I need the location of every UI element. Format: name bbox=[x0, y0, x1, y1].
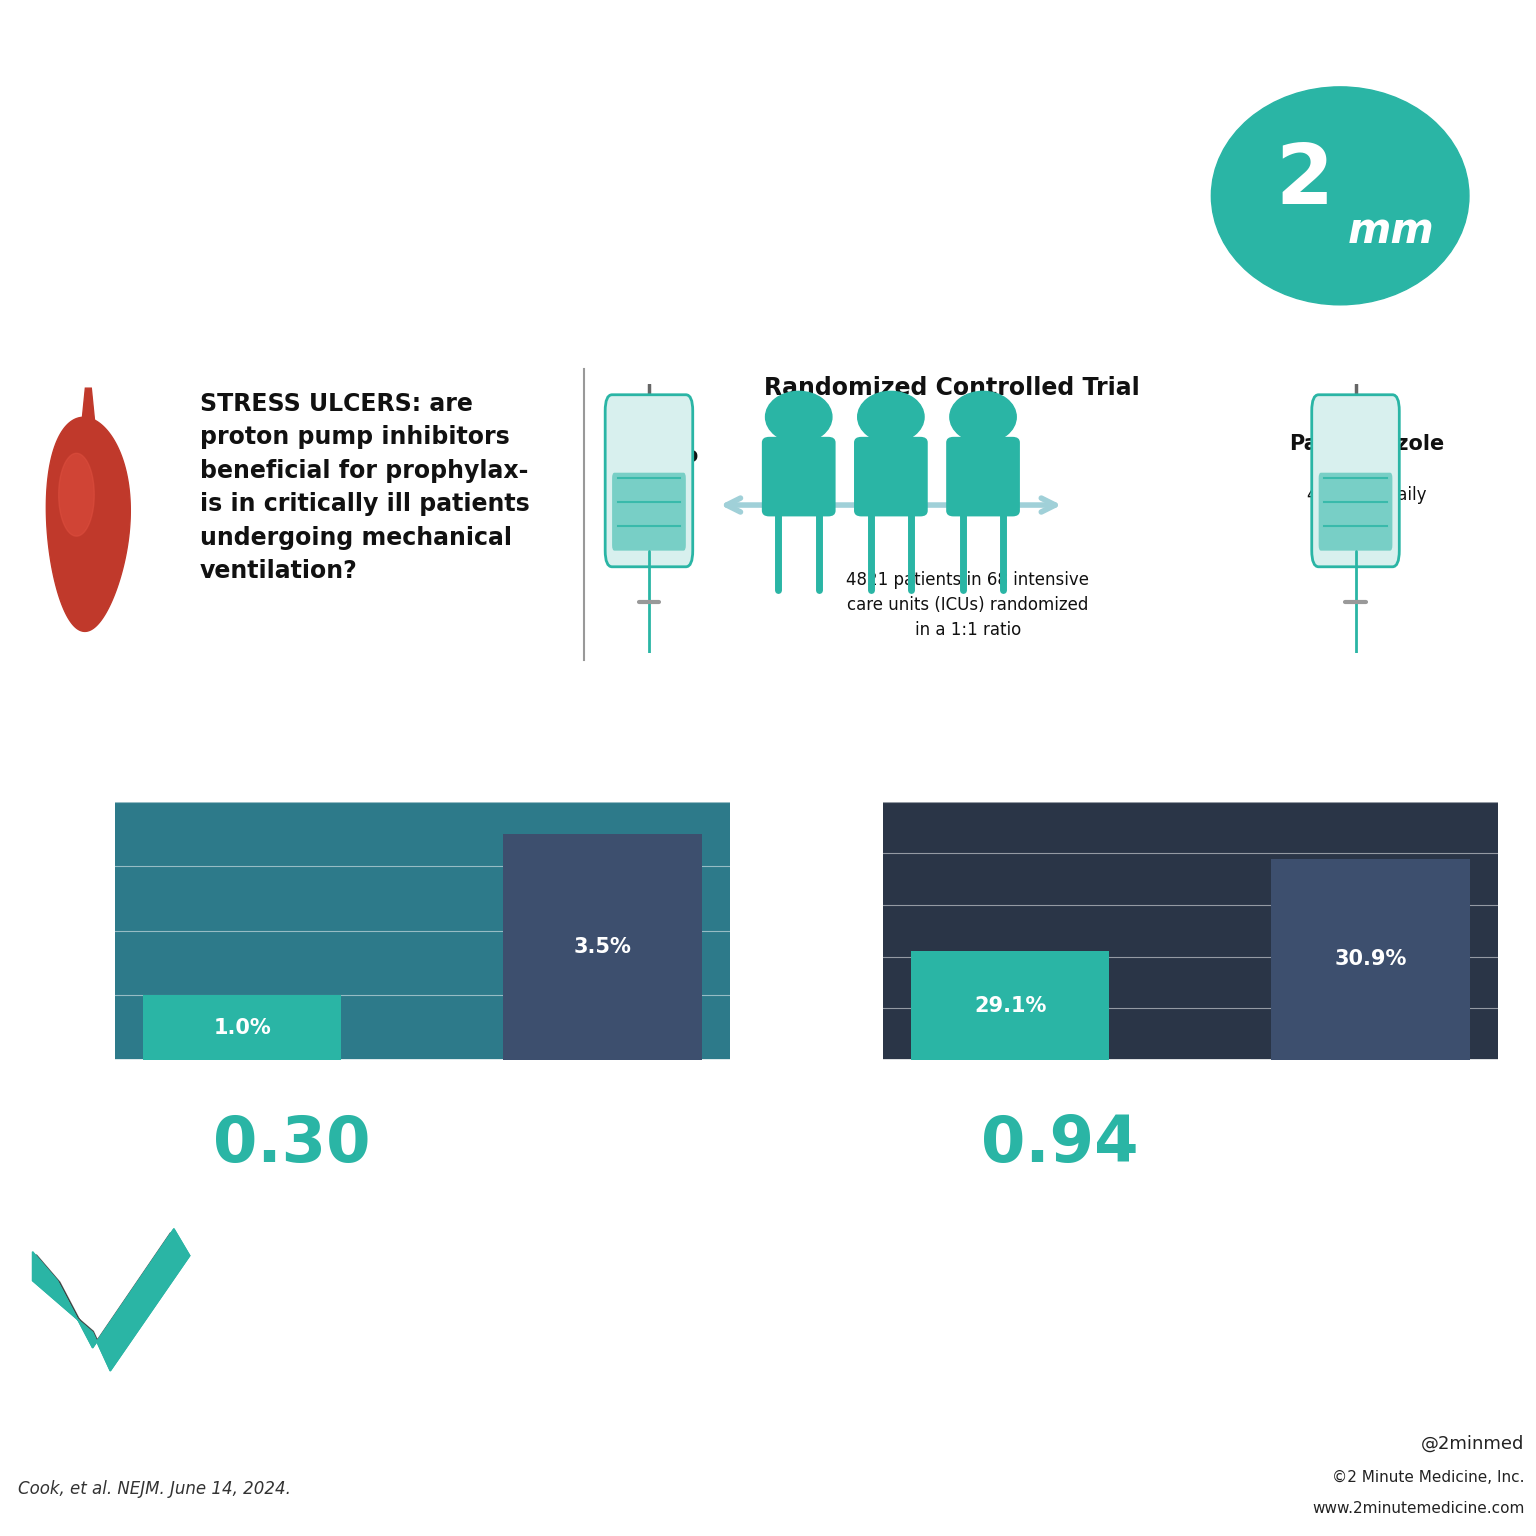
Circle shape bbox=[1212, 88, 1468, 304]
Bar bbox=[504, 834, 702, 1060]
Text: Pantoprazole significantly reduces the risk of developing a clini-
cally importa: Pantoprazole significantly reduces the r… bbox=[223, 1258, 1221, 1361]
Text: Randomized Controlled Trial: Randomized Controlled Trial bbox=[765, 376, 1140, 399]
Text: TM: TM bbox=[1452, 104, 1468, 115]
FancyBboxPatch shape bbox=[854, 436, 928, 516]
Circle shape bbox=[1203, 80, 1478, 312]
Bar bbox=[1272, 859, 1470, 1536]
Text: Upper GI bleed at 90 days: Upper GI bleed at 90 days bbox=[257, 751, 511, 770]
Text: mm: mm bbox=[1347, 210, 1435, 252]
Text: p < 0.001: p < 0.001 bbox=[461, 1160, 550, 1178]
FancyBboxPatch shape bbox=[605, 395, 693, 567]
Polygon shape bbox=[46, 418, 131, 631]
Text: p = 0.25: p = 0.25 bbox=[1229, 1160, 1307, 1178]
Bar bbox=[911, 951, 1109, 1536]
Text: 40 mg IV daily: 40 mg IV daily bbox=[1307, 487, 1427, 504]
Text: 3.5%: 3.5% bbox=[573, 937, 631, 957]
Text: Stress Ulcer Prophylaxis Lowers Risk of
Gastrointestinal (GI) Bleed during Inva-: Stress Ulcer Prophylaxis Lowers Risk of … bbox=[38, 101, 1155, 280]
Text: @2minmed: @2minmed bbox=[1421, 1435, 1524, 1453]
Text: 30.9%: 30.9% bbox=[1335, 949, 1407, 969]
Text: Death from any cause at 90 days: Death from any cause at 90 days bbox=[989, 751, 1315, 770]
Text: 1.0%: 1.0% bbox=[214, 1017, 270, 1038]
Circle shape bbox=[857, 392, 925, 442]
Text: PRIMARY OUTCOMES: PRIMARY OUTCOMES bbox=[221, 691, 547, 719]
Polygon shape bbox=[81, 389, 95, 430]
Text: Cook, et al. NEJM. June 14, 2024.: Cook, et al. NEJM. June 14, 2024. bbox=[18, 1481, 292, 1498]
Text: Hazard Ratio: Hazard Ratio bbox=[822, 1132, 1014, 1157]
Bar bbox=[143, 995, 341, 1060]
Text: www.2minutemedicine.com: www.2minutemedicine.com bbox=[1312, 1502, 1524, 1516]
Circle shape bbox=[765, 392, 833, 442]
FancyBboxPatch shape bbox=[611, 473, 685, 551]
Polygon shape bbox=[58, 453, 94, 536]
Text: Pantoprazole: Pantoprazole bbox=[1289, 433, 1445, 453]
Text: 0.94: 0.94 bbox=[982, 1114, 1138, 1175]
Text: 29.1%: 29.1% bbox=[974, 995, 1046, 1015]
Text: 4821 patients in 68 intensive
care units (ICUs) randomized
in a 1:1 ratio: 4821 patients in 68 intensive care units… bbox=[846, 571, 1089, 639]
Text: 95% CI, 0.19-0.47: 95% CI, 0.19-0.47 bbox=[461, 1117, 622, 1135]
Circle shape bbox=[949, 392, 1017, 442]
Y-axis label: Percentage of patients (%): Percentage of patients (%) bbox=[805, 828, 820, 1034]
Polygon shape bbox=[32, 1229, 190, 1370]
Polygon shape bbox=[32, 1229, 190, 1370]
Text: 2: 2 bbox=[1275, 140, 1333, 221]
FancyBboxPatch shape bbox=[1312, 395, 1399, 567]
Text: SAFETY: SAFETY bbox=[1092, 691, 1212, 719]
Y-axis label: Percentage of patients (%): Percentage of patients (%) bbox=[48, 828, 63, 1034]
Text: STRESS ULCERS: are
proton pump inhibitors
beneficial for prophylax-
is in critic: STRESS ULCERS: are proton pump inhibitor… bbox=[200, 392, 530, 584]
FancyBboxPatch shape bbox=[1318, 473, 1392, 551]
FancyBboxPatch shape bbox=[762, 436, 836, 516]
Text: Hazard Ratio: Hazard Ratio bbox=[54, 1132, 246, 1157]
Text: 95% CI, 0.85-1.04: 95% CI, 0.85-1.04 bbox=[1229, 1117, 1390, 1135]
Text: ©2 Minute Medicine, Inc.: ©2 Minute Medicine, Inc. bbox=[1332, 1470, 1524, 1484]
Text: Placebo: Placebo bbox=[607, 447, 699, 467]
Polygon shape bbox=[37, 1233, 186, 1367]
Text: 0.30: 0.30 bbox=[214, 1114, 370, 1175]
FancyBboxPatch shape bbox=[946, 436, 1020, 516]
